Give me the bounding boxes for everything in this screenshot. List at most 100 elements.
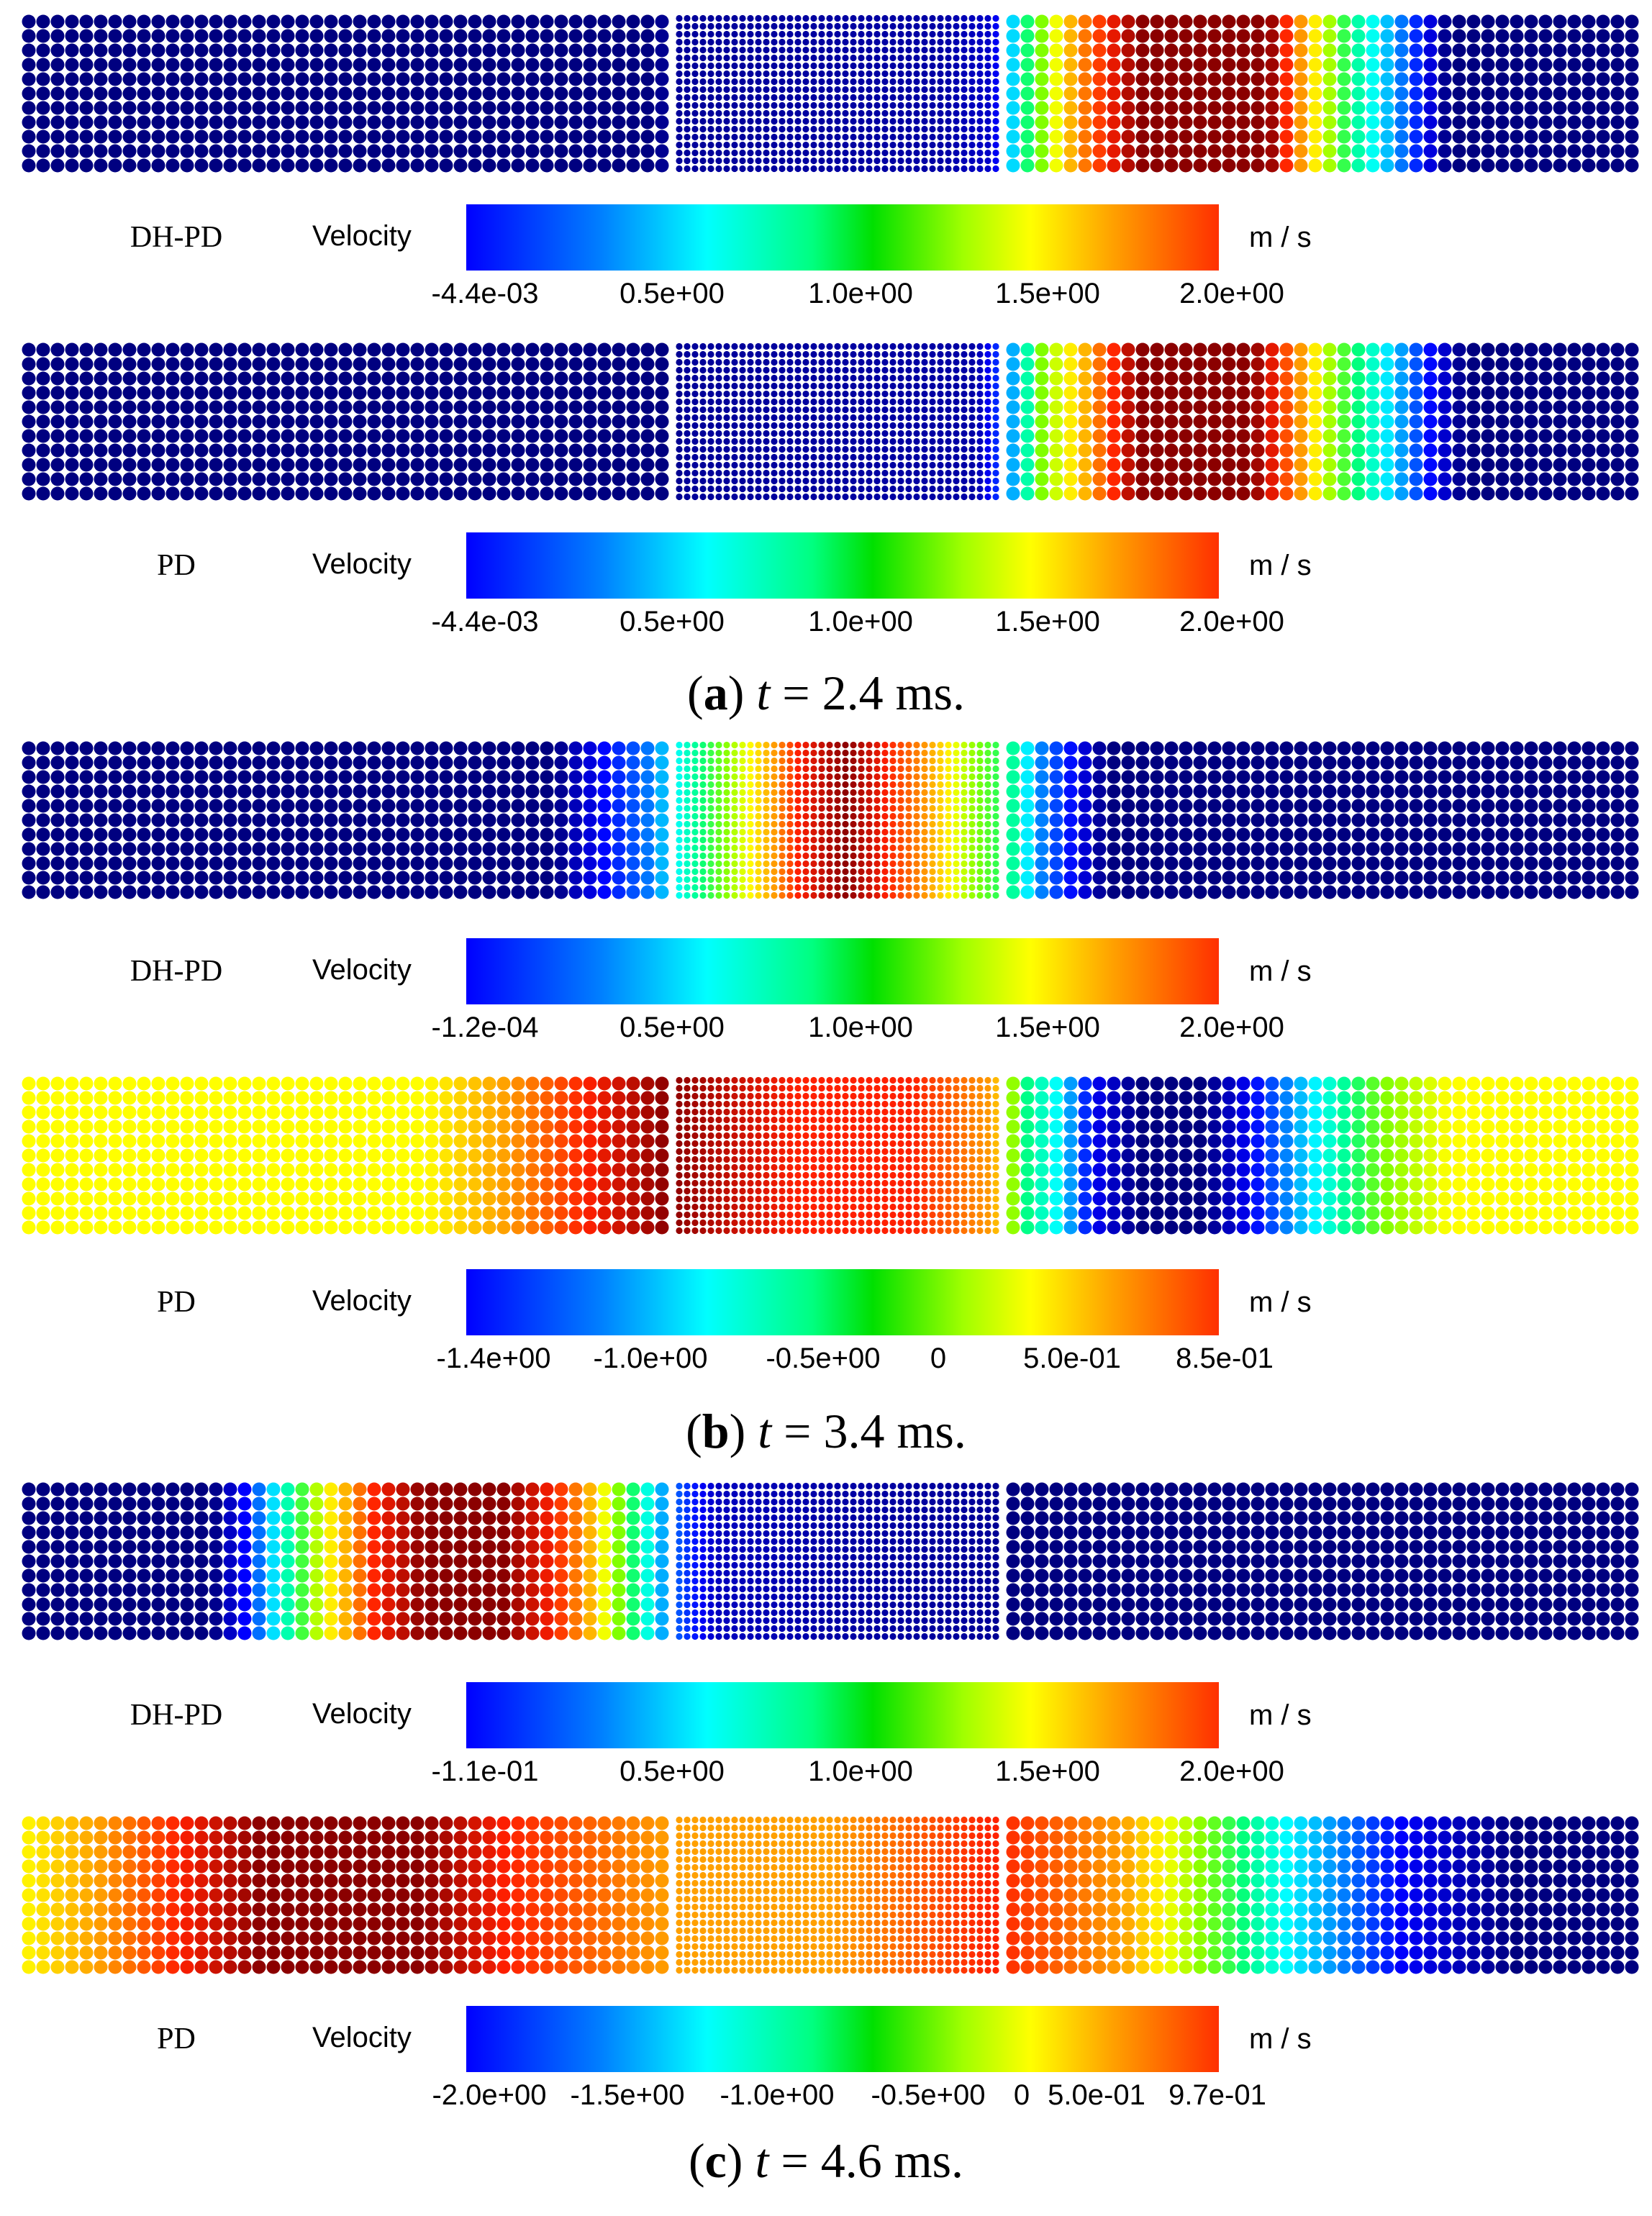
fine-particle bbox=[945, 157, 952, 165]
coarse-particle bbox=[295, 386, 309, 400]
coarse-particle bbox=[540, 784, 554, 799]
coarse-particle bbox=[1596, 130, 1610, 144]
fine-particle bbox=[676, 453, 683, 461]
fine-particle bbox=[755, 445, 762, 453]
fine-particle bbox=[723, 398, 730, 406]
fine-particle bbox=[866, 749, 873, 757]
fine-particle bbox=[834, 749, 841, 757]
fine-particle bbox=[802, 860, 809, 868]
fine-particle bbox=[786, 868, 794, 876]
coarse-particle bbox=[626, 357, 640, 371]
coarse-particle bbox=[122, 770, 137, 784]
fine-particle bbox=[723, 133, 730, 141]
fine-particle bbox=[953, 366, 960, 374]
coarse-particle bbox=[1150, 29, 1164, 43]
coarse-particle bbox=[1452, 86, 1466, 101]
coarse-particle bbox=[554, 386, 568, 400]
fine-particle bbox=[834, 133, 841, 141]
coarse-particle bbox=[1625, 72, 1639, 86]
coarse-particle bbox=[1236, 130, 1251, 144]
coarse-particle bbox=[1063, 472, 1078, 486]
fine-particle bbox=[810, 884, 817, 891]
fine-particle bbox=[881, 836, 889, 844]
fine-particle bbox=[691, 78, 699, 86]
fine-particle bbox=[834, 358, 841, 366]
coarse-particle bbox=[367, 14, 381, 29]
coarse-particle bbox=[453, 130, 468, 144]
fine-particle bbox=[771, 828, 778, 836]
coarse-particle bbox=[1193, 472, 1207, 486]
fine-particle bbox=[707, 445, 714, 453]
coarse-particle bbox=[1394, 386, 1409, 400]
coarse-particle bbox=[1251, 144, 1265, 158]
coarse-particle bbox=[511, 43, 525, 58]
fine-particle bbox=[858, 342, 865, 350]
fine-particle bbox=[802, 789, 809, 796]
fine-particle bbox=[992, 765, 999, 773]
coarse-particle bbox=[367, 871, 381, 885]
fine-particle bbox=[858, 62, 865, 70]
fine-particle bbox=[739, 796, 746, 804]
coarse-particle bbox=[439, 414, 453, 429]
coarse-particle bbox=[1179, 115, 1193, 130]
fine-particle bbox=[984, 789, 991, 796]
fine-particle bbox=[968, 485, 976, 493]
fine-particle bbox=[707, 141, 714, 149]
fine-particle bbox=[858, 844, 865, 852]
coarse-particle bbox=[439, 813, 453, 827]
coarse-particle bbox=[1423, 414, 1438, 429]
coarse-particle bbox=[626, 755, 640, 770]
coarse-particle bbox=[79, 458, 94, 472]
fine-particle bbox=[897, 30, 904, 38]
coarse-particle bbox=[1625, 58, 1639, 72]
fine-particle bbox=[929, 109, 936, 117]
coarse-particle bbox=[353, 58, 367, 72]
coarse-particle bbox=[655, 357, 669, 371]
coarse-particle bbox=[640, 342, 655, 357]
fine-particle bbox=[913, 390, 920, 398]
coarse-particle bbox=[252, 115, 266, 130]
coarse-particle bbox=[540, 486, 554, 501]
coarse-particle bbox=[1510, 158, 1524, 173]
fine-particle bbox=[723, 157, 730, 165]
coarse-particle bbox=[381, 741, 396, 755]
fine-particle bbox=[873, 868, 881, 876]
fine-particle bbox=[850, 398, 857, 406]
fine-particle bbox=[834, 86, 841, 94]
fine-particle bbox=[984, 78, 991, 86]
coarse-particle bbox=[252, 486, 266, 501]
coarse-particle bbox=[309, 799, 324, 813]
coarse-particle bbox=[597, 885, 612, 899]
fine-particle bbox=[937, 749, 944, 757]
coarse-particle bbox=[1438, 414, 1452, 429]
coarse-particle bbox=[266, 770, 281, 784]
fine-particle bbox=[826, 485, 833, 493]
coarse-particle bbox=[540, 799, 554, 813]
fine-particle bbox=[715, 891, 722, 899]
fine-particle bbox=[945, 891, 952, 899]
fine-particle bbox=[945, 70, 952, 78]
coarse-particle bbox=[1222, 472, 1236, 486]
fine-particle bbox=[921, 358, 928, 366]
fine-particle bbox=[802, 445, 809, 453]
fine-particle bbox=[889, 820, 897, 828]
fine-particle bbox=[723, 414, 730, 422]
coarse-particle bbox=[1466, 371, 1481, 386]
fine-particle bbox=[779, 133, 786, 141]
fine-particle bbox=[779, 78, 786, 86]
coarse-particle bbox=[1409, 14, 1423, 29]
coarse-particle bbox=[309, 342, 324, 357]
fine-particle bbox=[866, 461, 873, 469]
fine-particle bbox=[984, 741, 991, 749]
coarse-particle bbox=[165, 144, 180, 158]
coarse-particle bbox=[324, 784, 338, 799]
coarse-particle bbox=[165, 342, 180, 357]
coarse-particle bbox=[511, 400, 525, 414]
coarse-particle bbox=[1380, 58, 1394, 72]
coarse-particle bbox=[165, 885, 180, 899]
coarse-particle bbox=[1308, 386, 1322, 400]
coarse-particle bbox=[525, 357, 540, 371]
fine-particle bbox=[676, 789, 683, 796]
fine-particle bbox=[786, 390, 794, 398]
coarse-particle bbox=[223, 842, 237, 856]
